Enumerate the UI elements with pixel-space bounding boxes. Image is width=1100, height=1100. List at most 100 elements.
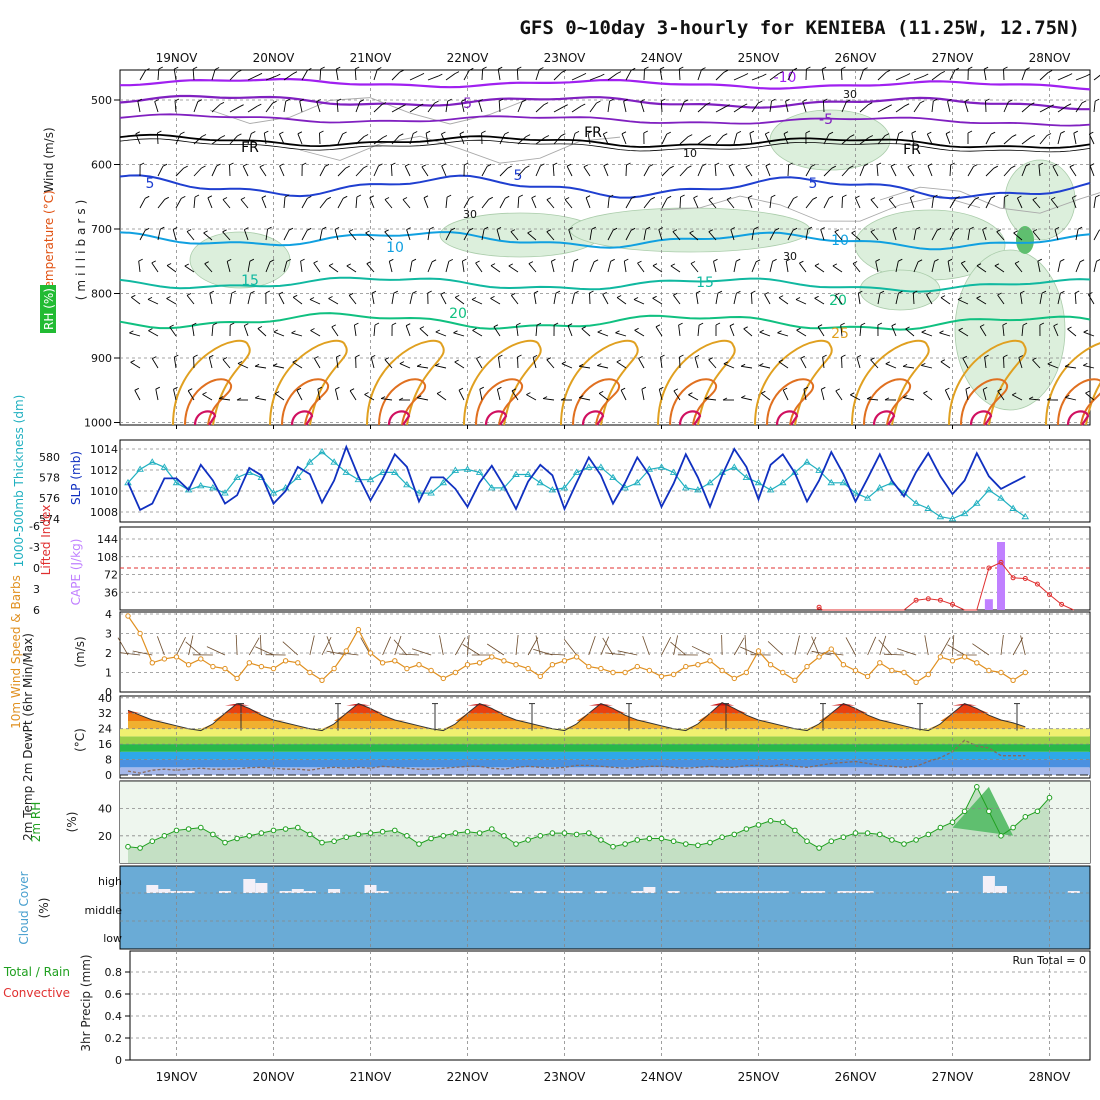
wind-barb-flag bbox=[1047, 361, 1053, 365]
wind-barb-flag bbox=[366, 261, 372, 265]
wind10m-point bbox=[937, 654, 944, 660]
wind-barb-flag bbox=[309, 297, 315, 300]
wind-barb bbox=[166, 265, 177, 273]
wind-barb-flag bbox=[964, 99, 970, 102]
wind-barb-flag bbox=[498, 98, 504, 102]
wind-barb-flag bbox=[162, 163, 168, 167]
wind-barb-flag bbox=[680, 194, 685, 198]
wind10m-barb bbox=[602, 637, 614, 656]
wind-barb bbox=[944, 389, 951, 401]
thickness-line bbox=[127, 451, 1026, 520]
wind10m-point bbox=[198, 656, 204, 662]
wind-barb bbox=[787, 69, 794, 81]
wind-barb bbox=[184, 265, 195, 273]
thickness-point bbox=[621, 484, 629, 491]
wind-barb bbox=[912, 292, 915, 305]
wind-barb-flag bbox=[849, 134, 855, 138]
wind-barb-flag bbox=[297, 131, 303, 135]
wind-barb bbox=[875, 261, 879, 273]
wind-barb-flag bbox=[855, 195, 860, 199]
wind-barb-flag bbox=[1085, 390, 1090, 394]
wind-barb-flag bbox=[958, 327, 963, 331]
wind-barb-flag bbox=[203, 230, 208, 234]
wind-barb-flag bbox=[436, 391, 442, 394]
wind-barb bbox=[697, 69, 702, 81]
wind-barb-flag bbox=[240, 197, 246, 200]
wind-barb-flag bbox=[983, 66, 989, 70]
wind10m-label: 10m Wind Speed & Barbs bbox=[9, 575, 23, 729]
cloud-frame bbox=[119, 865, 1091, 950]
wind10m-barb bbox=[617, 650, 638, 656]
wind-barb-flag bbox=[905, 73, 911, 76]
wind-barb bbox=[658, 389, 663, 401]
wind-barb-flag bbox=[578, 395, 584, 399]
wind10m-point bbox=[974, 660, 980, 666]
wind-barb-flag bbox=[448, 258, 454, 262]
wind-barb bbox=[417, 397, 429, 401]
lifted-index-point bbox=[925, 596, 931, 602]
wind-barb-flag bbox=[324, 163, 330, 167]
wind10m-point bbox=[877, 660, 883, 666]
wind10m-barb bbox=[439, 635, 444, 656]
temp-fill-layer bbox=[128, 702, 1026, 721]
rh2m-point bbox=[719, 834, 725, 841]
wind10m-point bbox=[864, 673, 871, 680]
rh2m-peak-area bbox=[952, 786, 1014, 836]
wind-barb-flag bbox=[574, 290, 579, 294]
wind-barb bbox=[581, 328, 591, 337]
isotherm-35-lobe bbox=[581, 410, 605, 426]
wind-barb bbox=[445, 197, 448, 209]
wind-barb bbox=[528, 263, 537, 273]
wind-barb-flag bbox=[359, 99, 365, 103]
wind10m-barb bbox=[947, 644, 965, 656]
rh2m-point bbox=[1022, 814, 1029, 820]
wind-barb-flag bbox=[237, 361, 243, 364]
wind10m-barb bbox=[411, 648, 432, 656]
precip-frame bbox=[129, 950, 1091, 1061]
wind-barb bbox=[296, 390, 303, 401]
wind-barb bbox=[247, 293, 251, 305]
precip-total-label: Total / Rain bbox=[3, 965, 70, 979]
wind-barb bbox=[313, 262, 321, 273]
rh-legend-swatch bbox=[40, 285, 56, 333]
wind-barb bbox=[335, 69, 339, 81]
wind-barb-flag bbox=[348, 292, 354, 296]
wind-barb-flag bbox=[431, 259, 437, 263]
wind-barb bbox=[490, 298, 501, 305]
rh2m-point bbox=[513, 841, 519, 847]
wind-barb-flag bbox=[380, 396, 386, 400]
wind-barb bbox=[211, 104, 221, 113]
wind10m-barb bbox=[740, 646, 759, 656]
high-cloud-bar bbox=[534, 891, 547, 893]
wind-barb bbox=[890, 165, 897, 177]
wind-barb-flag bbox=[726, 196, 732, 200]
wind-barb-flag bbox=[154, 99, 159, 102]
day-label-bottom: 20NOV bbox=[253, 1070, 295, 1084]
pressure-tick-label: 800 bbox=[91, 288, 112, 301]
temp-color-band bbox=[120, 736, 1090, 745]
wind-barb-flag bbox=[416, 363, 422, 367]
high-cloud-bar bbox=[776, 891, 789, 893]
chart-title: GFS 0~10day 3-hourly for KENIEBA (11.25W… bbox=[519, 17, 1080, 39]
wind-barb-flag bbox=[459, 131, 465, 135]
slp-tick-label: 1014 bbox=[90, 443, 118, 456]
wind-barb bbox=[157, 199, 166, 209]
wind10m-point bbox=[767, 662, 774, 668]
wind-barb-flag bbox=[563, 104, 568, 108]
wind10m-point bbox=[173, 654, 180, 660]
wind-barb bbox=[743, 328, 753, 337]
wind-barb bbox=[546, 231, 555, 241]
wind-barb-flag bbox=[349, 388, 355, 392]
wind-barb-flag bbox=[511, 292, 516, 296]
wind10m-point bbox=[185, 662, 192, 668]
wind-barb-flag bbox=[947, 258, 953, 262]
thickness-point bbox=[936, 512, 945, 520]
wind-barb bbox=[834, 231, 843, 241]
wind-barb-flag bbox=[856, 354, 862, 358]
wind-barb-flag bbox=[593, 259, 599, 263]
wind-barb bbox=[921, 364, 933, 369]
wind-barb bbox=[222, 199, 231, 209]
thickness-point bbox=[136, 465, 144, 472]
wind-barb bbox=[157, 165, 164, 177]
wind-barb bbox=[517, 167, 526, 177]
